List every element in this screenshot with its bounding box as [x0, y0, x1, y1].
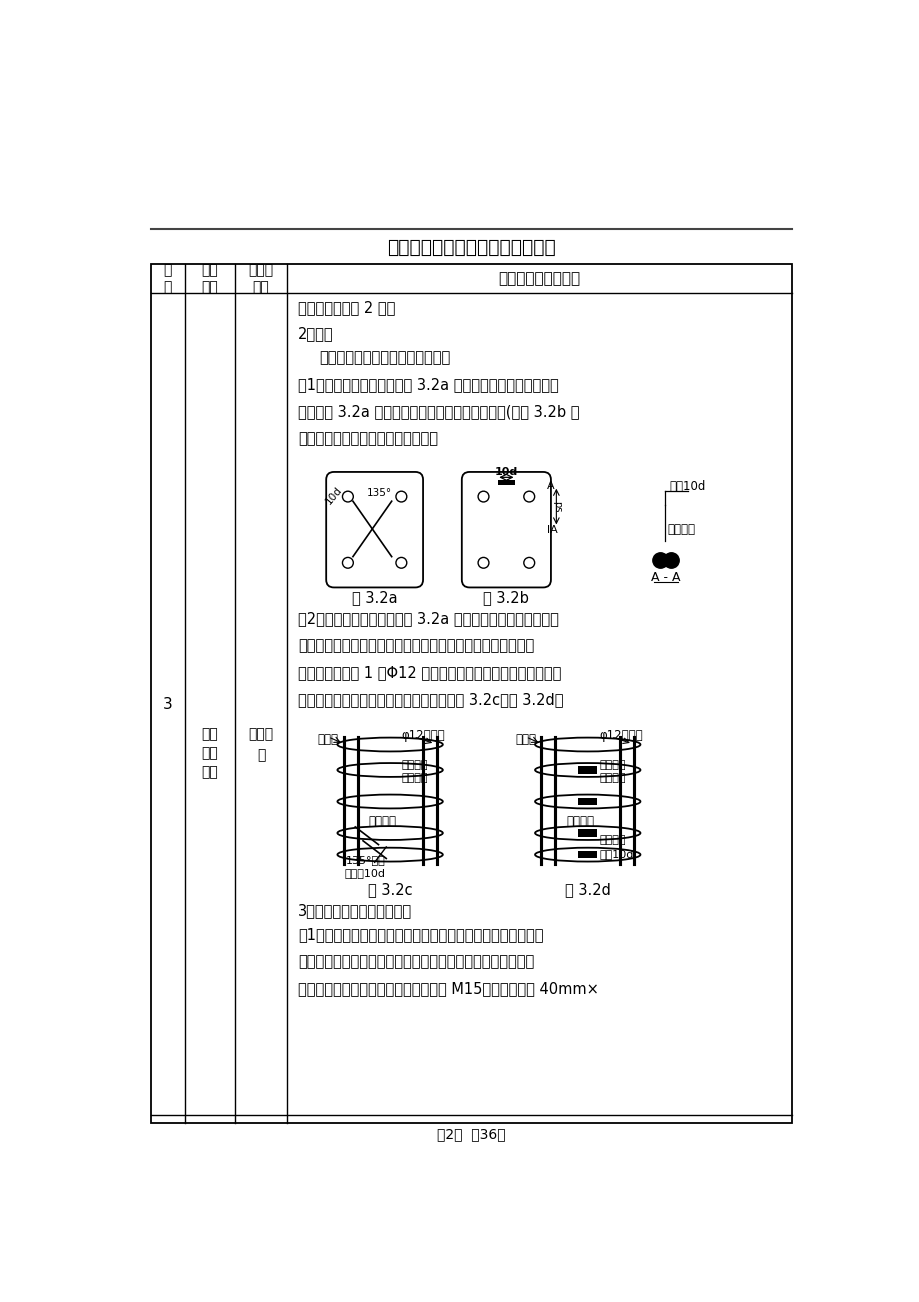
- Text: 垫卡当采用砂浆垫块时，强度应不低于 M15，面积不小于 40mm×: 垫卡当采用砂浆垫块时，强度应不低于 M15，面积不小于 40mm×: [298, 982, 598, 996]
- Ellipse shape: [535, 794, 640, 809]
- Text: 节点箍筋: 节点箍筋: [368, 815, 396, 828]
- Text: 10d: 10d: [494, 467, 517, 477]
- Text: φ12钢筋段: φ12钢筋段: [402, 729, 445, 742]
- Text: 箍筋焊接
满焊10d: 箍筋焊接 满焊10d: [598, 836, 633, 858]
- Text: 图 3.2a: 图 3.2a: [351, 590, 397, 605]
- Bar: [151, 264, 791, 1122]
- Text: 135°弯勾
平直段10d: 135°弯勾 平直段10d: [345, 854, 385, 878]
- Text: 的垫块。梁、板、柱、墙、基础的钢筋保护层宜优先选用塑料: 的垫块。梁、板、柱、墙、基础的钢筋保护层宜优先选用塑料: [298, 954, 534, 969]
- Text: 事业部质量通病防治强制实施手册: 事业部质量通病防治强制实施手册: [387, 237, 555, 256]
- Ellipse shape: [337, 825, 442, 840]
- Text: 图 3.2c: 图 3.2c: [368, 881, 412, 897]
- Text: A: A: [547, 480, 554, 491]
- Ellipse shape: [535, 738, 640, 751]
- Text: 135°: 135°: [367, 488, 391, 499]
- Text: 每侧设置不少于 1 根Φ12 钢筋段与节点箍筋点焊制成钢筋笼，: 每侧设置不少于 1 根Φ12 钢筋段与节点箍筋点焊制成钢筋笼，: [298, 665, 561, 681]
- Text: 序
号: 序 号: [164, 263, 172, 294]
- Text: 程: 程: [256, 749, 265, 762]
- Text: 焊接10d: 焊接10d: [668, 480, 705, 493]
- Circle shape: [663, 553, 678, 568]
- Text: lA: lA: [547, 525, 557, 535]
- Circle shape: [395, 491, 406, 503]
- Text: 图 3.2d: 图 3.2d: [564, 881, 610, 897]
- Circle shape: [478, 491, 488, 503]
- Bar: [578, 829, 596, 837]
- Ellipse shape: [337, 738, 442, 751]
- Text: 框架梁、柱箍筋应符合下列要求：: 框架梁、柱箍筋应符合下列要求：: [319, 350, 450, 366]
- Text: 第2页  共36页: 第2页 共36页: [437, 1128, 505, 1141]
- Text: 无法按图 3.2a 制作时，应做成焊接封闭环式箍筋(如图 3.2b 或: 无法按图 3.2a 制作时，应做成焊接封闭环式箍筋(如图 3.2b 或: [298, 405, 579, 419]
- Circle shape: [395, 557, 406, 568]
- Circle shape: [523, 557, 534, 568]
- Text: 钢筋工: 钢筋工: [248, 727, 273, 741]
- Text: 柱纵筋: 柱纵筋: [317, 733, 338, 746]
- Ellipse shape: [337, 763, 442, 777]
- Text: 施工: 施工: [201, 727, 218, 741]
- Text: （2）梁柱节点箍筋必须按图 3.2a 或焊接封闭环式箍筋制作，: （2）梁柱节点箍筋必须按图 3.2a 或焊接封闭环式箍筋制作，: [298, 612, 558, 626]
- Circle shape: [478, 557, 488, 568]
- Text: 图 3.2b: 图 3.2b: [482, 590, 528, 605]
- Text: 柱纵筋: 柱纵筋: [515, 733, 536, 746]
- Circle shape: [342, 557, 353, 568]
- Bar: [497, 479, 515, 486]
- Text: 2、箍筋: 2、箍筋: [298, 327, 334, 341]
- Text: φ12钢筋段: φ12钢筋段: [598, 729, 642, 742]
- Text: 技术措施及做法详图: 技术措施及做法详图: [498, 271, 580, 286]
- Text: 钢筋段与
箍筋点焊: 钢筋段与 箍筋点焊: [402, 760, 427, 783]
- Text: 10d: 10d: [323, 484, 344, 505]
- Text: 3: 3: [163, 697, 173, 712]
- Bar: [578, 798, 596, 806]
- Text: 质量: 质量: [201, 746, 218, 760]
- Text: A - A: A - A: [651, 572, 680, 583]
- Text: （1）框架梁、柱箍筋应按图 3.2a 制作；当梁、柱纵筋较密，: （1）框架梁、柱箍筋应按图 3.2a 制作；当梁、柱纵筋较密，: [298, 378, 558, 392]
- Circle shape: [342, 491, 353, 503]
- Ellipse shape: [535, 848, 640, 862]
- Text: 钢筋段与
箍筋点焊: 钢筋段与 箍筋点焊: [598, 760, 625, 783]
- Ellipse shape: [535, 763, 640, 777]
- Ellipse shape: [535, 825, 640, 840]
- Ellipse shape: [337, 794, 442, 809]
- Bar: [578, 850, 596, 858]
- Ellipse shape: [337, 848, 442, 862]
- Text: 节点箍筋: 节点箍筋: [565, 815, 594, 828]
- Text: 规范的焊接工艺），不得焊伤主筋。: 规范的焊接工艺），不得焊伤主筋。: [298, 431, 437, 447]
- Bar: [578, 766, 596, 773]
- Text: 不良: 不良: [201, 766, 218, 779]
- Text: 3、垫卡、垫块及钢筋保护层: 3、垫卡、垫块及钢筋保护层: [298, 904, 412, 918]
- Circle shape: [523, 491, 534, 503]
- Text: （1）垫卡及垫块：禁止使用碎石做梁、板、基础等钢筋保护层: （1）垫卡及垫块：禁止使用碎石做梁、板、基础等钢筋保护层: [298, 927, 543, 943]
- Text: 箍筋直径: 箍筋直径: [667, 523, 695, 536]
- Text: ps: ps: [551, 501, 562, 512]
- Text: 处，每跨不少于 2 处；: 处，每跨不少于 2 处；: [298, 299, 395, 315]
- Circle shape: [652, 553, 667, 568]
- Text: 通病
现象: 通病 现象: [201, 263, 218, 294]
- Text: 随绑扎后的梁筋一齐下沉至设计位置，如图 3.2c、图 3.2d。: 随绑扎后的梁筋一齐下沉至设计位置，如图 3.2c、图 3.2d。: [298, 693, 562, 707]
- Text: 并按设计要求的间距加密箍筋。当现场安装有困难时，可在柱: 并按设计要求的间距加密箍筋。当现场安装有困难时，可在柱: [298, 638, 534, 654]
- Text: 部位或
项目: 部位或 项目: [248, 263, 273, 294]
